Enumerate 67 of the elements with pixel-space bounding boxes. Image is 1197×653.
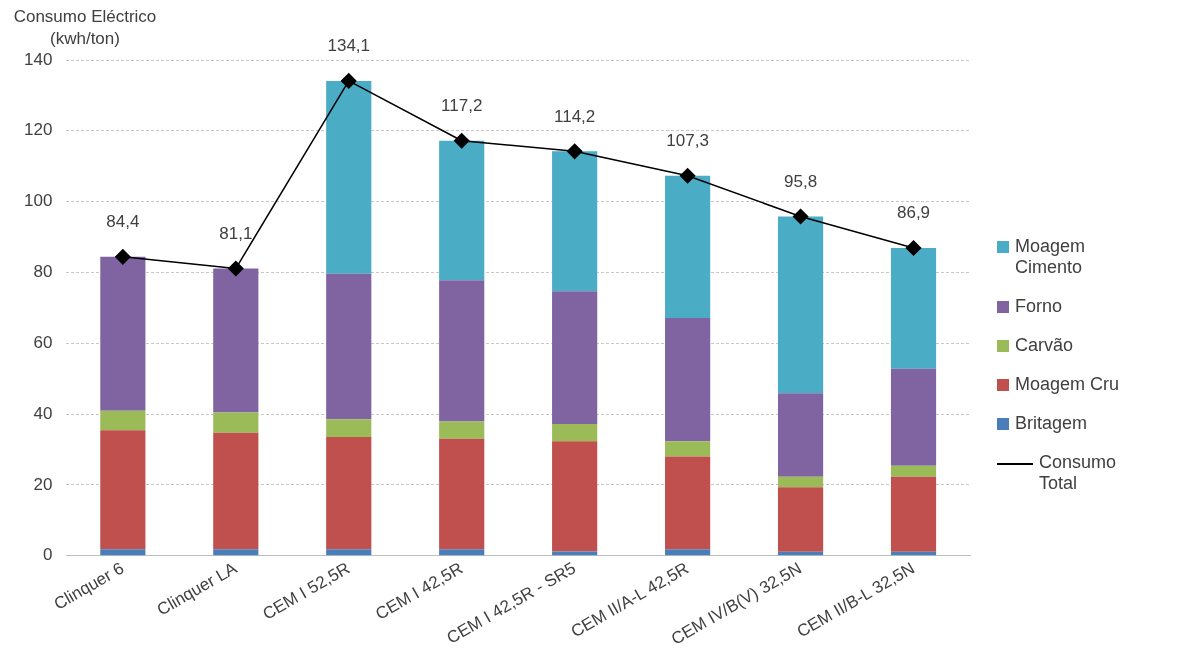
point [115, 249, 131, 265]
y-tick-label: 80 [33, 262, 53, 282]
bar [890, 247, 937, 369]
bar [100, 430, 146, 550]
data-label: 95,8 [784, 171, 818, 191]
legend-label: Consumo Total [1039, 452, 1118, 494]
bar [326, 437, 372, 550]
bar [213, 549, 259, 556]
bar [213, 412, 259, 433]
bar [665, 456, 711, 550]
bar [777, 476, 824, 488]
bar [213, 268, 259, 413]
y-tick-label: 20 [33, 474, 53, 494]
bar [100, 410, 146, 431]
bar [552, 551, 598, 556]
y-tick-label: 0 [42, 545, 53, 565]
y-tick-label: 140 [23, 49, 53, 69]
bar [213, 432, 259, 550]
point [453, 132, 470, 149]
bar [439, 438, 485, 550]
bar [326, 80, 372, 274]
point [228, 260, 244, 277]
bar [326, 273, 372, 420]
point [792, 208, 809, 225]
bar [439, 549, 485, 556]
y-tick-label: 120 [23, 120, 53, 140]
y-tick-label: 60 [33, 332, 53, 352]
bar [552, 291, 598, 424]
bar [890, 368, 937, 466]
bar [439, 421, 485, 439]
point [341, 73, 357, 89]
legend-label: Moagem Cru [1015, 374, 1121, 395]
bar [552, 151, 598, 292]
data-label: 114,2 [554, 106, 596, 126]
bar [552, 423, 598, 442]
bar [100, 256, 146, 411]
bar [100, 549, 146, 556]
data-label: 117,2 [441, 95, 483, 115]
y-tick-label: 40 [33, 403, 53, 423]
bar [665, 441, 711, 457]
data-label: 81,1 [219, 223, 253, 243]
bar [439, 140, 485, 281]
bar [552, 441, 598, 552]
bar [326, 549, 372, 556]
bar [777, 487, 824, 552]
legend-label: Carvão [1015, 335, 1075, 356]
data-label: 134,1 [327, 36, 371, 56]
legend-label: Britagem [1015, 413, 1089, 434]
point [905, 240, 922, 256]
bar [890, 476, 937, 552]
bar [665, 175, 711, 319]
data-label: 107,3 [666, 130, 709, 150]
y-axis-title: Consumo Eléctrico (kwh/ton) [12, 6, 158, 50]
y-tick-label: 100 [23, 191, 53, 211]
bar [665, 318, 711, 442]
point [679, 168, 696, 184]
bar [777, 216, 824, 394]
bar [439, 280, 485, 422]
point [566, 143, 583, 160]
bar [890, 465, 937, 477]
bar [326, 419, 372, 438]
bar [777, 393, 824, 477]
legend-label: Forno [1015, 296, 1064, 317]
data-label: 84,4 [106, 212, 140, 232]
legend-label: Moagem Cimento [1015, 236, 1087, 278]
bar [665, 549, 711, 556]
data-label: 86,9 [896, 203, 931, 223]
